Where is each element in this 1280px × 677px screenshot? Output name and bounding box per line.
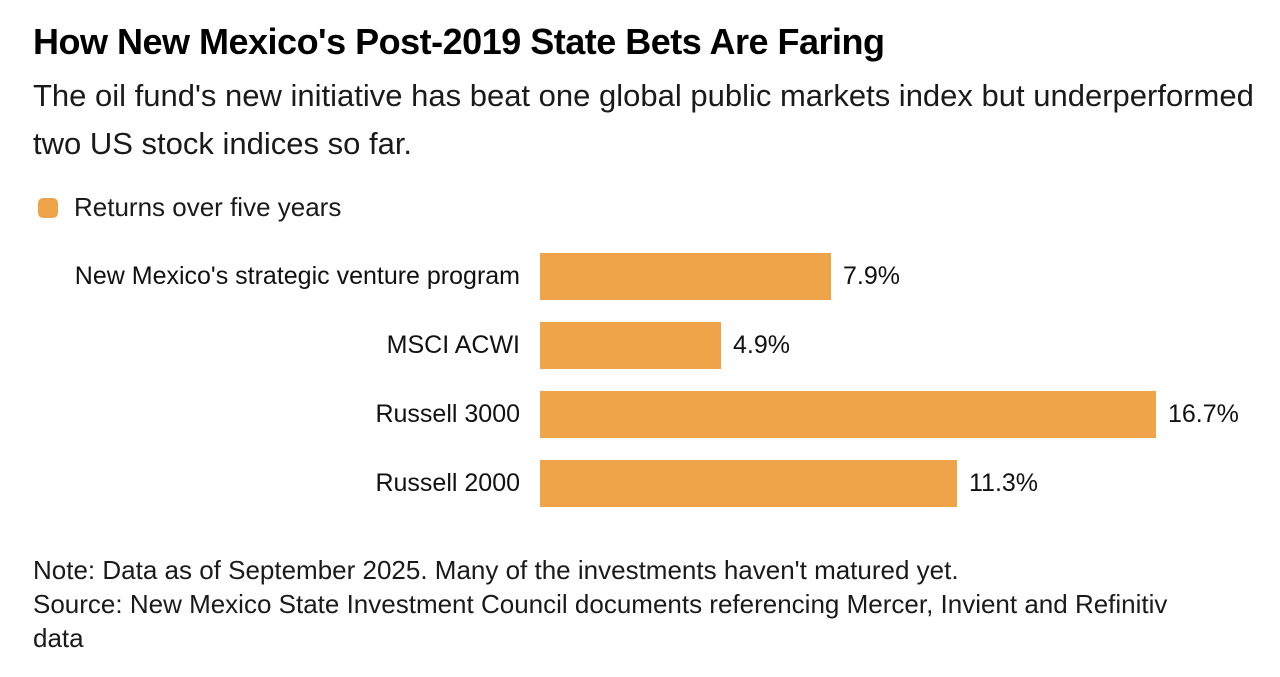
bar (540, 322, 721, 369)
bar (540, 253, 831, 300)
note-text: Note: Data as of September 2025. Many of… (33, 555, 959, 585)
source-text: Source: New Mexico State Investment Coun… (33, 589, 1168, 653)
chart-row: Russell 3000 16.7% (33, 391, 1280, 438)
chart-row: New Mexico's strategic venture program 7… (33, 253, 1280, 300)
bar-wrap: 16.7% (540, 391, 1239, 438)
category-label: New Mexico's strategic venture program (74, 262, 520, 290)
category-label: MSCI ACWI (386, 331, 520, 359)
bar-wrap: 11.3% (540, 460, 1038, 507)
legend-label: Returns over five years (74, 192, 342, 222)
chart-title: How New Mexico's Post-2019 State Bets Ar… (33, 21, 885, 62)
category-label: Russell 3000 (375, 400, 520, 428)
bar (540, 391, 1156, 438)
legend: Returns over five years (33, 192, 1280, 223)
chart-footer: Note: Data as of September 2025. Many of… (33, 553, 1193, 655)
value-label: 7.9% (843, 262, 900, 290)
legend-swatch-icon (38, 197, 58, 218)
chart-row: MSCI ACWI 4.9% (33, 322, 1280, 369)
value-label: 11.3% (969, 469, 1039, 497)
chart-subtitle: The oil fund's new initiative has beat o… (33, 77, 1254, 161)
chart-row: Russell 2000 11.3% (33, 460, 1280, 507)
bar-wrap: 7.9% (540, 253, 900, 300)
bar-chart: New Mexico's strategic venture program 7… (33, 253, 1280, 507)
bar-wrap: 4.9% (540, 322, 790, 369)
value-label: 4.9% (733, 331, 790, 359)
category-label: Russell 2000 (375, 469, 520, 497)
value-label: 16.7% (1168, 400, 1239, 428)
bar (540, 460, 957, 507)
